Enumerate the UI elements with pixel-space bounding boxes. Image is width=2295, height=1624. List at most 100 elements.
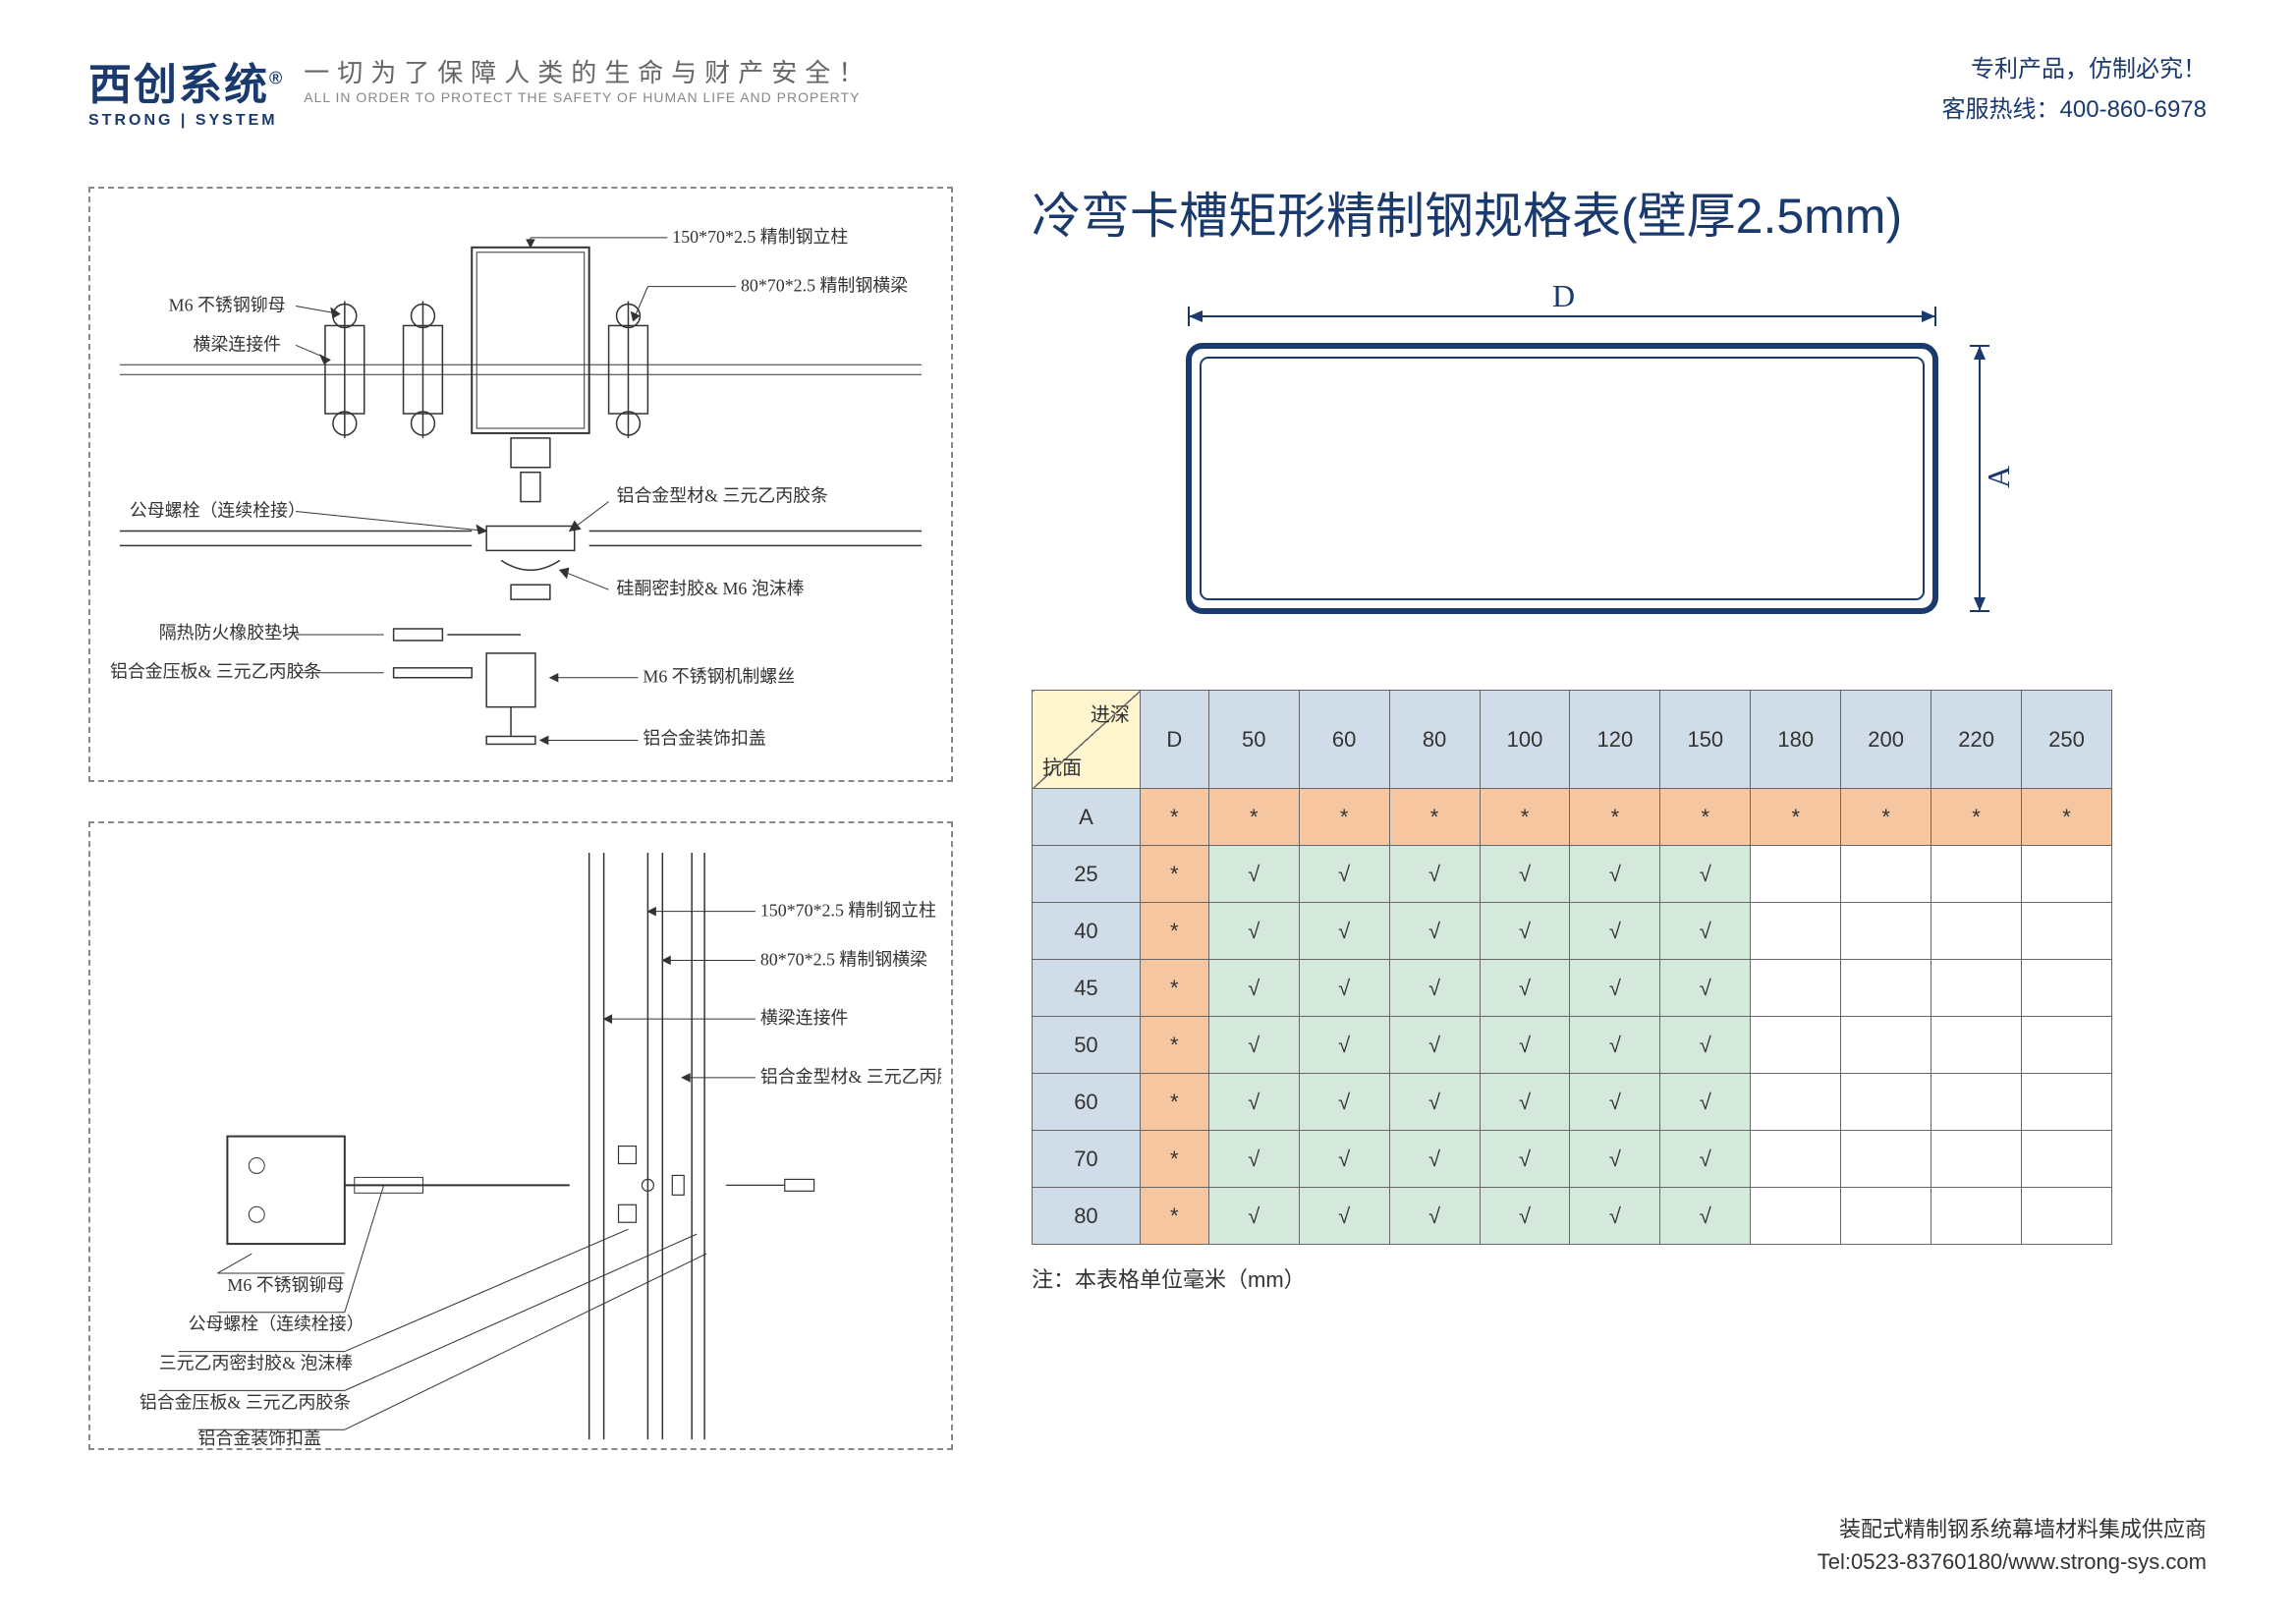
table-cell: √ (1389, 1074, 1480, 1131)
table-cell: √ (1389, 846, 1480, 903)
table-row: 45*√√√√√√ (1033, 960, 2112, 1017)
table-row: 40*√√√√√√ (1033, 903, 2112, 960)
d1-r3: 铝合金型材& 三元乙丙胶条 (617, 486, 828, 506)
table-row: 50*√√√√√√ (1033, 1017, 2112, 1074)
table-row: 80*√√√√√√ (1033, 1188, 2112, 1245)
table-cell: √ (1299, 903, 1389, 960)
table-cell: √ (1208, 846, 1299, 903)
table-cell: √ (1299, 1131, 1389, 1188)
table-cell (2022, 846, 2112, 903)
table-cell: √ (1480, 1131, 1570, 1188)
d1-r6: 铝合金装饰扣盖 (643, 728, 765, 748)
row-label: 40 (1033, 903, 1141, 960)
table-cell: √ (1389, 903, 1480, 960)
table-cell: √ (1660, 1131, 1751, 1188)
table-cell (2022, 1131, 2112, 1188)
logo-block: 西创系统® STRONG | SYSTEM 一切为了保障人类的生命与财产安全！ … (88, 49, 871, 130)
row-label: 60 (1033, 1074, 1141, 1131)
dim-d-label: D (1552, 278, 1575, 313)
page-header: 西创系统® STRONG | SYSTEM 一切为了保障人类的生命与财产安全！ … (88, 49, 2207, 130)
table-cell: * (1140, 789, 1208, 846)
table-cell: * (1208, 789, 1299, 846)
patent-notice: 专利产品，仿制必究！ (1942, 49, 2207, 84)
logo-text: 西创系统® (88, 49, 284, 112)
table-cell: √ (1660, 960, 1751, 1017)
table-cell (1931, 1074, 2022, 1131)
table-cell (1841, 1188, 1931, 1245)
d2-l3: 三元乙丙密封胶& 泡沫棒 (159, 1354, 354, 1373)
table-cell: √ (1570, 1131, 1660, 1188)
table-cell: √ (1299, 960, 1389, 1017)
d2-r2: 80*70*2.5 精制钢横梁 (760, 950, 927, 970)
col-header: D (1140, 691, 1208, 789)
table-cell: * (1299, 789, 1389, 846)
col-header: 220 (1931, 691, 2022, 789)
table-cell: √ (1480, 960, 1570, 1017)
table-cell (1931, 960, 2022, 1017)
table-cell: √ (1570, 903, 1660, 960)
d1-l3: 公母螺栓（连续栓接） (130, 501, 306, 521)
table-cell: √ (1480, 1017, 1570, 1074)
table-cell: √ (1208, 1131, 1299, 1188)
table-cell: * (1140, 1131, 1208, 1188)
d1-r2: 80*70*2.5 精制钢横梁 (741, 276, 908, 296)
d1-l1: M6 不锈钢铆母 (169, 296, 286, 315)
table-cell (2022, 1188, 2112, 1245)
table-cell (1931, 1188, 2022, 1245)
table-cell: * (1140, 846, 1208, 903)
col-header: 120 (1570, 691, 1660, 789)
table-cell (1751, 846, 1841, 903)
col-header: 80 (1389, 691, 1480, 789)
table-cell: √ (1299, 1188, 1389, 1245)
table-cell (1841, 846, 1931, 903)
col-header: 250 (2022, 691, 2112, 789)
table-cell: √ (1570, 960, 1660, 1017)
table-cell: √ (1389, 960, 1480, 1017)
d1-l4: 隔热防火橡胶垫块 (159, 623, 300, 643)
table-cell: √ (1570, 1074, 1660, 1131)
table-cell (2022, 1017, 2112, 1074)
slogan-cn: 一切为了保障人类的生命与财产安全！ (304, 53, 871, 89)
table-cell: √ (1389, 1017, 1480, 1074)
table-cell: √ (1660, 1074, 1751, 1131)
table-cell: * (1751, 789, 1841, 846)
d2-l4: 铝合金压板& 三元乙丙胶条 (140, 1393, 351, 1413)
table-cell: √ (1660, 846, 1751, 903)
corner-top-label: 进深 (1091, 699, 1130, 727)
diagram-bottom: 150*70*2.5 精制钢立柱 80*70*2.5 精制钢横梁 横梁连接件 铝… (88, 821, 953, 1450)
logo-subtext: STRONG | SYSTEM (88, 112, 284, 130)
table-cell: * (1480, 789, 1570, 846)
table-row: A*********** (1033, 789, 2112, 846)
col-header: 150 (1660, 691, 1751, 789)
d1-l2: 横梁连接件 (194, 334, 282, 354)
table-cell (1841, 1074, 1931, 1131)
table-cell (1751, 960, 1841, 1017)
table-cell (1931, 1131, 2022, 1188)
table-cell: * (1140, 960, 1208, 1017)
d1-r4: 硅酮密封胶& M6 泡沫棒 (617, 579, 805, 598)
table-cell: * (1570, 789, 1660, 846)
table-cell: √ (1480, 846, 1570, 903)
d2-l1: M6 不锈钢铆母 (227, 1275, 344, 1295)
table-cell: √ (1389, 1188, 1480, 1245)
row-label: 80 (1033, 1188, 1141, 1245)
d2-r3: 横梁连接件 (760, 1009, 849, 1029)
table-cell: √ (1299, 1074, 1389, 1131)
row-label: 70 (1033, 1131, 1141, 1188)
table-cell: √ (1299, 846, 1389, 903)
table-row: 60*√√√√√√ (1033, 1074, 2112, 1131)
table-cell (2022, 1074, 2112, 1131)
table-cell (1931, 903, 2022, 960)
col-header: 200 (1841, 691, 1931, 789)
hotline: 客服热线：400-860-6978 (1942, 89, 2207, 124)
table-cell: * (1140, 903, 1208, 960)
table-note: 注：本表格单位毫米（mm） (1032, 1262, 2191, 1294)
table-cell: √ (1660, 1017, 1751, 1074)
diagrams-panel: 150*70*2.5 精制钢立柱 80*70*2.5 精制钢横梁 M6 不锈钢铆… (88, 187, 953, 1489)
table-cell: √ (1208, 1074, 1299, 1131)
cross-section-diagram: D A (1091, 277, 2053, 650)
table-cell: √ (1208, 903, 1299, 960)
table-cell: √ (1480, 1074, 1570, 1131)
table-cell (1931, 1017, 2022, 1074)
table-cell (1841, 1131, 1931, 1188)
